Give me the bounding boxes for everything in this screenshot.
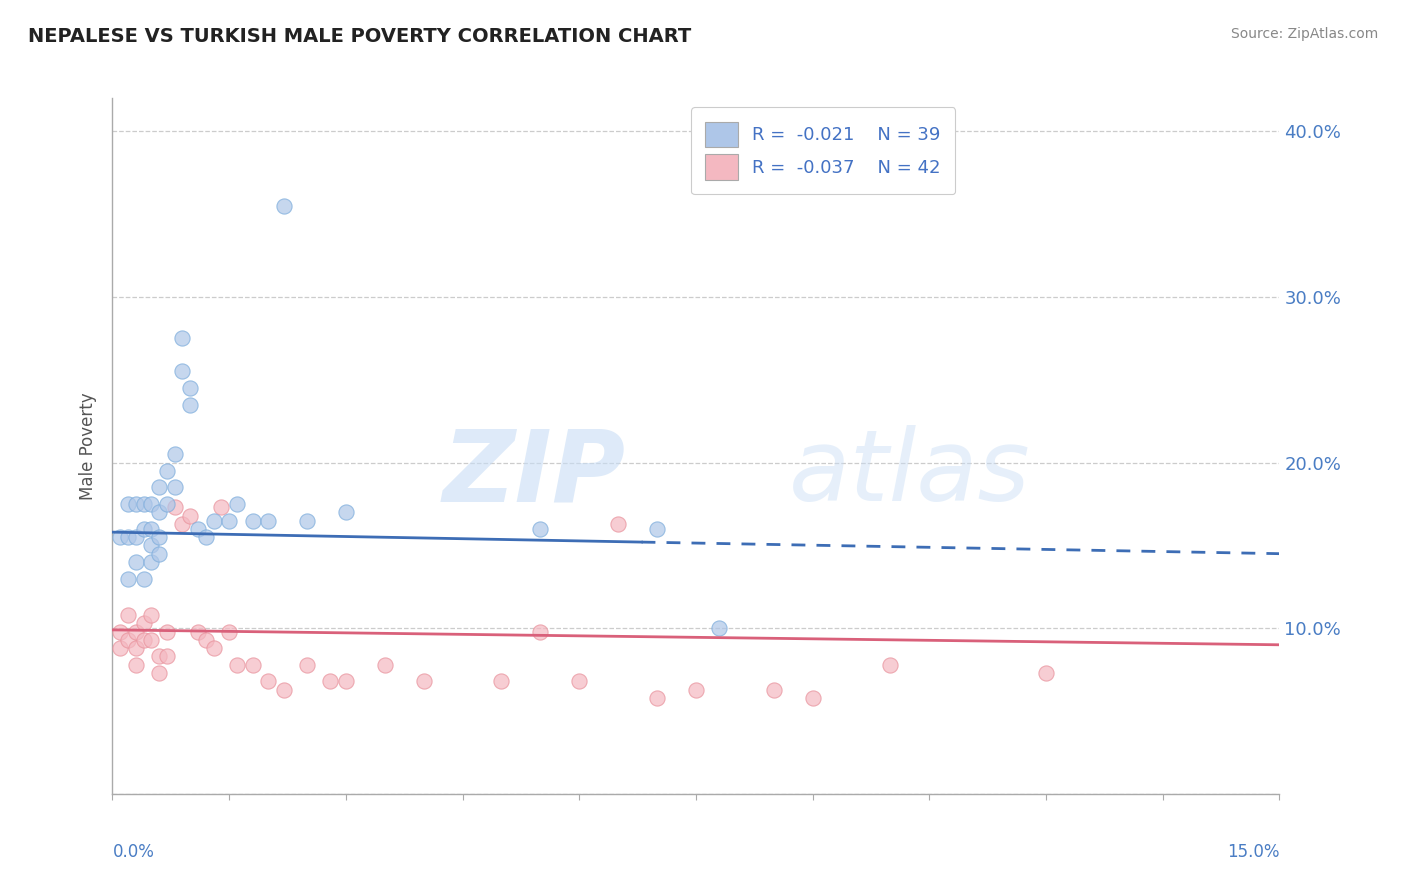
Point bbox=[295, 657, 318, 672]
Point bbox=[141, 497, 163, 511]
Point bbox=[117, 497, 139, 511]
Point bbox=[156, 497, 179, 511]
Point bbox=[148, 649, 170, 664]
Point bbox=[295, 514, 318, 528]
Point bbox=[125, 641, 148, 656]
Point bbox=[218, 624, 240, 639]
Point bbox=[156, 464, 179, 478]
Point bbox=[209, 500, 232, 515]
Point bbox=[319, 674, 342, 689]
Point bbox=[117, 607, 139, 622]
Text: 15.0%: 15.0% bbox=[1227, 843, 1279, 861]
Point bbox=[568, 674, 591, 689]
Text: NEPALESE VS TURKISH MALE POVERTY CORRELATION CHART: NEPALESE VS TURKISH MALE POVERTY CORRELA… bbox=[28, 27, 692, 45]
Point bbox=[1035, 665, 1057, 680]
Point bbox=[645, 690, 668, 705]
Point bbox=[117, 632, 139, 647]
Point bbox=[202, 514, 225, 528]
Point bbox=[148, 480, 170, 494]
Point bbox=[156, 624, 179, 639]
Point bbox=[148, 530, 170, 544]
Point bbox=[156, 649, 179, 664]
Point bbox=[273, 199, 295, 213]
Point bbox=[335, 505, 357, 519]
Point bbox=[187, 522, 209, 536]
Point bbox=[335, 674, 357, 689]
Point bbox=[242, 657, 264, 672]
Point bbox=[125, 497, 148, 511]
Point bbox=[607, 516, 630, 531]
Point bbox=[141, 607, 163, 622]
Point bbox=[125, 555, 148, 569]
Point bbox=[172, 364, 194, 378]
Point bbox=[141, 555, 163, 569]
Text: ZIP: ZIP bbox=[443, 425, 626, 523]
Text: 0.0%: 0.0% bbox=[112, 843, 155, 861]
Point bbox=[179, 398, 201, 412]
Point bbox=[801, 690, 824, 705]
Y-axis label: Male Poverty: Male Poverty bbox=[79, 392, 97, 500]
Point bbox=[141, 538, 163, 552]
Point bbox=[257, 514, 280, 528]
Point bbox=[529, 624, 551, 639]
Point bbox=[141, 632, 163, 647]
Point bbox=[148, 547, 170, 561]
Point bbox=[218, 514, 240, 528]
Point bbox=[685, 682, 707, 697]
Point bbox=[202, 641, 225, 656]
Point bbox=[187, 624, 209, 639]
Point bbox=[645, 522, 668, 536]
Point bbox=[242, 514, 264, 528]
Point bbox=[125, 624, 148, 639]
Point bbox=[163, 480, 186, 494]
Point bbox=[163, 500, 186, 515]
Point bbox=[179, 508, 201, 523]
Point bbox=[273, 682, 295, 697]
Point bbox=[141, 522, 163, 536]
Point bbox=[374, 657, 396, 672]
Point bbox=[412, 674, 434, 689]
Point bbox=[132, 497, 155, 511]
Point bbox=[132, 616, 155, 631]
Point bbox=[148, 665, 170, 680]
Point bbox=[125, 657, 148, 672]
Point bbox=[148, 505, 170, 519]
Text: Source: ZipAtlas.com: Source: ZipAtlas.com bbox=[1230, 27, 1378, 41]
Point bbox=[172, 516, 194, 531]
Point bbox=[226, 657, 249, 672]
Point bbox=[879, 657, 901, 672]
Legend: R =  -0.021    N = 39, R =  -0.037    N = 42: R = -0.021 N = 39, R = -0.037 N = 42 bbox=[690, 107, 955, 194]
Point bbox=[257, 674, 280, 689]
Point bbox=[132, 632, 155, 647]
Point bbox=[179, 381, 201, 395]
Point bbox=[110, 624, 132, 639]
Point bbox=[132, 522, 155, 536]
Point bbox=[125, 530, 148, 544]
Point bbox=[709, 621, 731, 635]
Point bbox=[172, 331, 194, 345]
Point bbox=[529, 522, 551, 536]
Point bbox=[226, 497, 249, 511]
Point bbox=[194, 530, 217, 544]
Point bbox=[110, 641, 132, 656]
Text: atlas: atlas bbox=[789, 425, 1031, 523]
Point bbox=[194, 632, 217, 647]
Point bbox=[163, 447, 186, 461]
Point bbox=[117, 530, 139, 544]
Point bbox=[491, 674, 513, 689]
Point bbox=[110, 530, 132, 544]
Point bbox=[117, 572, 139, 586]
Point bbox=[762, 682, 785, 697]
Point bbox=[132, 572, 155, 586]
